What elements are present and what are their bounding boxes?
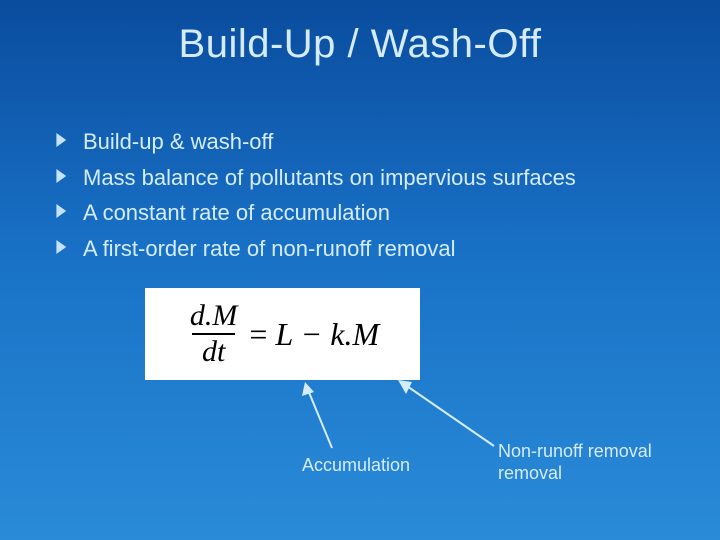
list-item: Build-up & wash-off [55, 127, 720, 157]
chevron-right-icon [55, 204, 69, 218]
chevron-right-icon [55, 240, 69, 254]
chevron-right-icon [55, 133, 69, 147]
annotation-label-line1: Non-runoff removal [498, 441, 652, 461]
bullet-text: A first-order rate of non-runoff removal [83, 234, 456, 264]
chevron-right-icon [55, 169, 69, 183]
list-item: A first-order rate of non-runoff removal [55, 234, 720, 264]
list-item: Mass balance of pollutants on impervious… [55, 163, 720, 193]
equation: d.M dt = L − k.M [186, 301, 379, 367]
annotation-label-nonrunoff: Non-runoff removal removal [498, 441, 652, 484]
bullet-text: Mass balance of pollutants on impervious… [83, 163, 576, 193]
annotation-label-accumulation: Accumulation [302, 455, 410, 476]
slide-title: Build-Up / Wash-Off [0, 0, 720, 67]
equation-denominator: dt [192, 333, 235, 367]
annotation-label-line2: removal [498, 463, 562, 483]
equation-rhs: L − k.M [275, 316, 379, 353]
bullet-text: A constant rate of accumulation [83, 198, 390, 228]
bullet-list: Build-up & wash-off Mass balance of poll… [55, 127, 720, 264]
equation-numerator: d.M [186, 301, 242, 333]
bullet-text: Build-up & wash-off [83, 127, 273, 157]
equation-box: d.M dt = L − k.M [145, 288, 420, 380]
list-item: A constant rate of accumulation [55, 198, 720, 228]
